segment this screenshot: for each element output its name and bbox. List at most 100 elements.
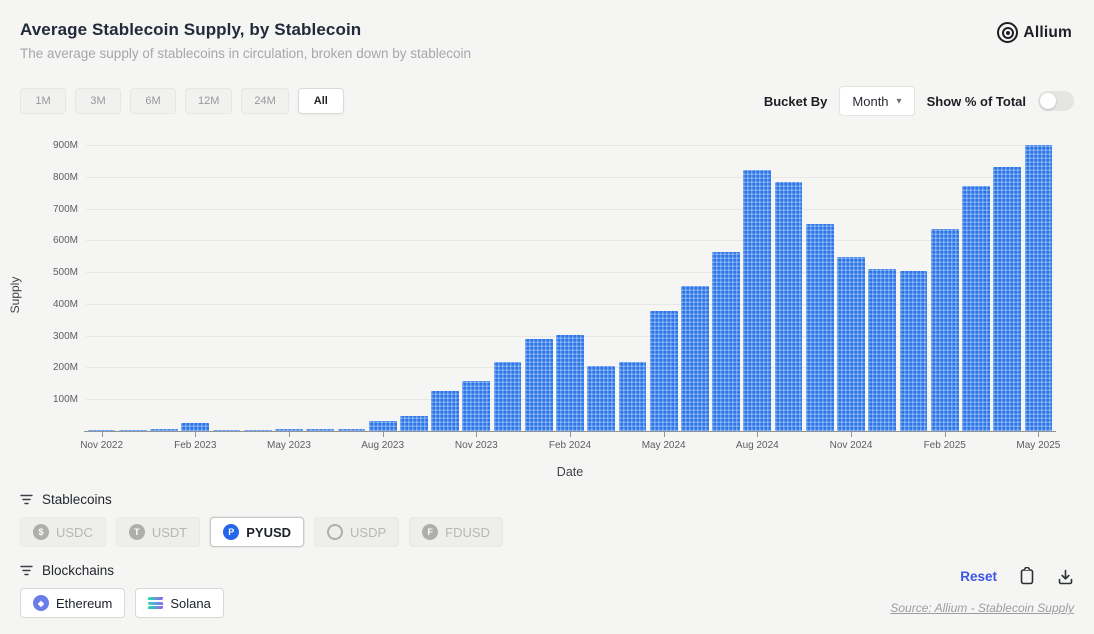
x-tick-label: Aug 2024 [735, 440, 779, 451]
solana-icon [147, 597, 164, 609]
stablecoin-chip-fdusd[interactable]: F FDUSD [409, 517, 503, 547]
bar-jul-2024[interactable] [712, 252, 740, 431]
bucket-by-select[interactable]: Month ▾ [839, 86, 915, 116]
bar-mar-2023[interactable] [212, 429, 241, 431]
x-tick-mark [851, 431, 853, 437]
x-tick-label: May 2025 [1016, 440, 1061, 451]
x-tick-mark [570, 431, 571, 437]
pyusd-icon: P [223, 524, 240, 540]
page-subtitle: The average supply of stablecoins in cir… [20, 46, 472, 61]
x-tick-mark [1038, 431, 1040, 437]
bar-oct-2023[interactable] [431, 391, 459, 431]
bar-nov-2023[interactable] [462, 381, 491, 431]
blockchain-chip-solana[interactable]: Solana [135, 588, 224, 618]
gridline-500M [86, 272, 1054, 274]
blockchains-header: Blockchains [20, 561, 1074, 579]
blockchains-section: Blockchains ◆ Ethereum Solana Reset Source… [20, 561, 1074, 618]
x-tick-label: Feb 2023 [174, 440, 217, 451]
ethereum-icon: ◆ [33, 595, 49, 611]
clipboard-icon [1020, 567, 1034, 585]
bar-jun-2024[interactable] [681, 286, 709, 431]
gridline-400M [86, 303, 1054, 305]
bar-dec-2024[interactable] [868, 268, 897, 431]
y-tick-label: 500M [52, 267, 78, 279]
bar-oct-2024[interactable] [805, 223, 834, 431]
gridline-900M [86, 145, 1054, 146]
bar-may-2024[interactable] [649, 310, 678, 431]
stablecoin-chip-label: FDUSD [445, 524, 490, 540]
bar-apr-2024[interactable] [618, 361, 647, 431]
stablecoin-chip-label: PYUSD [246, 524, 292, 540]
range-button-all[interactable]: All [297, 88, 344, 114]
bar-nov-2024[interactable] [837, 257, 865, 431]
reset-button[interactable]: Reset [960, 568, 997, 584]
chart-actions: Reset [960, 567, 1074, 585]
x-tick-label: May 2024 [641, 440, 686, 451]
header: Average Stablecoin Supply, by Stablecoin… [20, 20, 1074, 61]
blockchain-chip-ethereum[interactable]: ◆ Ethereum [20, 588, 126, 618]
copy-button[interactable] [1019, 567, 1035, 585]
bar-apr-2025[interactable] [993, 166, 1022, 431]
range-button-6m[interactable]: 6M [130, 88, 176, 114]
bar-feb-2025[interactable] [930, 228, 959, 431]
gridline-700M [86, 208, 1054, 210]
gridline-600M [86, 240, 1054, 242]
y-tick-label: 300M [52, 330, 78, 342]
y-tick-label: 700M [52, 203, 78, 215]
bar-apr-2023[interactable] [243, 429, 272, 431]
show-percent-toggle[interactable] [1038, 91, 1074, 111]
bar-feb-2023[interactable] [181, 423, 210, 431]
x-tick-label: Nov 2024 [829, 440, 873, 451]
x-tick-label: Nov 2022 [80, 440, 124, 451]
bar-jul-2023[interactable] [337, 429, 366, 431]
stablecoin-chip-usdc[interactable]: $ USDC [20, 517, 106, 547]
usdt-icon: T [128, 524, 145, 540]
bar-mar-2024[interactable] [587, 365, 616, 431]
allium-logo-icon [997, 22, 1019, 43]
y-tick-label: 600M [52, 235, 78, 247]
bar-may-2025[interactable] [1024, 145, 1053, 431]
usdc-icon: $ [33, 524, 49, 540]
bar-nov-2022[interactable] [87, 430, 116, 431]
y-tick-label: 100M [52, 394, 78, 406]
bar-may-2023[interactable] [275, 429, 303, 431]
stablecoin-chip-usdt[interactable]: T USDT [115, 517, 201, 547]
bar-sep-2024[interactable] [774, 182, 803, 431]
bar-dec-2023[interactable] [493, 361, 522, 431]
download-button[interactable] [1057, 568, 1074, 585]
bar-jan-2025[interactable] [899, 270, 928, 431]
bar-aug-2024[interactable] [743, 169, 772, 431]
allium-logo: Allium [997, 22, 1072, 43]
range-button-24m[interactable]: 24M [241, 88, 289, 114]
bucket-by-value: Month [852, 93, 889, 109]
bar-jan-2024[interactable] [524, 339, 553, 431]
brand-name: Allium [1023, 23, 1072, 41]
x-tick-label: Nov 2023 [454, 440, 498, 451]
range-button-1m[interactable]: 1M [20, 88, 66, 114]
controls-row: 1M 3M 6M 12M 24M All Bucket By Month ▾ Show %… [20, 86, 1074, 116]
filter-icon [20, 565, 33, 575]
page-title: Average Stablecoin Supply, by Stablecoin [20, 20, 362, 39]
range-button-12m[interactable]: 12M [185, 88, 233, 114]
blockchain-chip-label: Solana [170, 595, 211, 611]
stablecoin-chip-pyusd[interactable]: P PYUSD [210, 517, 305, 547]
bar-sep-2023[interactable] [400, 415, 428, 431]
bar-aug-2023[interactable] [368, 421, 397, 431]
stablecoins-section: Stablecoins $ USDC T USDT P PYUSD USDP F FDUSD [20, 490, 1074, 547]
x-axis-title: Date [556, 465, 584, 479]
show-percent-label: Show % of Total [926, 93, 1026, 109]
x-tick-mark [944, 431, 946, 437]
stablecoin-chip-usdp[interactable]: USDP [314, 517, 400, 547]
bar-jun-2023[interactable] [306, 429, 335, 431]
bar-jan-2023[interactable] [150, 429, 178, 431]
stablecoin-chip-label: USDP [350, 524, 387, 540]
bar-mar-2025[interactable] [962, 186, 990, 431]
blockchains-title: Blockchains [42, 562, 115, 578]
fdusd-icon: F [422, 524, 439, 540]
stablecoin-chip-label: USDT [151, 524, 188, 540]
y-tick-label: 400M [52, 298, 78, 310]
bar-feb-2024[interactable] [556, 334, 584, 431]
bar-dec-2022[interactable] [118, 429, 147, 431]
range-button-3m[interactable]: 3M [75, 88, 121, 114]
filter-icon [20, 494, 33, 504]
